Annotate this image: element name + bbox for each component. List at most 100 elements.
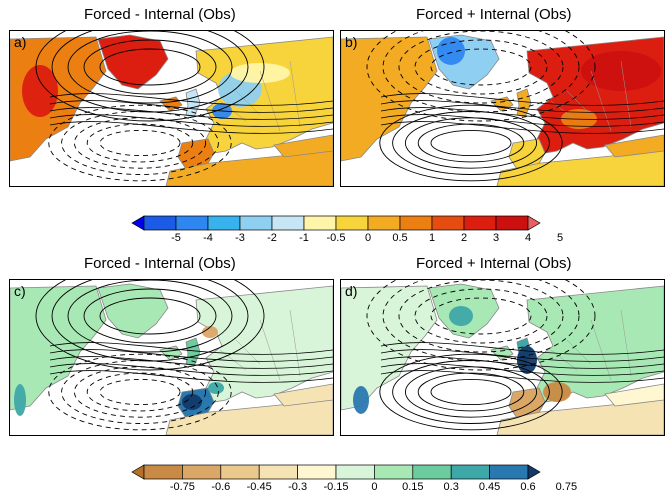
colorbar-precipitation-svg-box-3 xyxy=(220,464,260,480)
contour-jet-d-1 xyxy=(380,349,664,362)
contour-south-b-1 xyxy=(417,123,525,163)
colorbar-temperature-ticks-label: 2 xyxy=(460,232,468,244)
land-greenland-a xyxy=(97,34,169,90)
contour-south-d-4 xyxy=(379,353,563,431)
contour-jet-a-3 xyxy=(49,114,333,127)
land-layer-b xyxy=(341,34,664,186)
anomaly-patch-d-1 xyxy=(543,382,571,402)
colorbar-precipitation-ticks-label: 0.15 xyxy=(402,481,424,493)
panel-a-label: a) xyxy=(14,34,27,50)
borders-a xyxy=(219,60,301,132)
contour-jet-b-4 xyxy=(380,121,664,134)
contour-north-a-1 xyxy=(83,39,217,95)
colorbar-precipitation-svg-box-4 xyxy=(258,464,298,480)
contour-layer-d xyxy=(366,280,664,431)
land-mideast-c xyxy=(273,383,333,407)
contour-jet-c-0 xyxy=(49,342,333,355)
colorbar-precipitation-svg-box-8 xyxy=(412,464,452,480)
panel-c-title: Forced - Internal (Obs) xyxy=(84,255,236,272)
colorbar-precipitation-ticks-label: 0.6 xyxy=(520,481,536,493)
contour-jet-a-2 xyxy=(49,107,333,120)
colorbar-precipitation-ticks-label: -0.3 xyxy=(288,481,308,493)
panel-d-title: Forced + Internal (Obs) xyxy=(416,255,572,272)
contour-north-b-0 xyxy=(430,48,532,86)
contour-layer-a xyxy=(35,31,333,182)
contour-north-b-1 xyxy=(414,39,548,95)
contour-north-b-3 xyxy=(382,31,580,113)
colorbar-temperature-ticks-label: 4 xyxy=(524,232,532,244)
panel-d-label: d) xyxy=(345,283,358,299)
map-b-svg xyxy=(341,31,664,186)
colorbar-precipitation-ticks-label: 0.3 xyxy=(443,481,459,493)
contour-north-c-1 xyxy=(83,288,217,344)
contour-jet-b-3 xyxy=(380,114,664,127)
anomaly-patch-a-3 xyxy=(22,65,58,117)
colorbar-temperature-ticks-label: -1 xyxy=(299,232,309,244)
colorbar-precipitation-ticks-label: 0.45 xyxy=(478,481,501,493)
contour-north-d-2 xyxy=(398,280,564,353)
anomaly-patch-d-0 xyxy=(517,346,537,374)
land-mideast-d xyxy=(604,383,664,407)
contour-south-c-1 xyxy=(86,372,194,412)
contour-south-a-4 xyxy=(48,104,232,182)
colorbar-temperature-ticks-label: 3 xyxy=(492,232,500,244)
contour-south-c-4 xyxy=(48,353,232,431)
contour-jet-d-4 xyxy=(380,370,664,383)
contour-jet-d-0 xyxy=(380,342,664,355)
contour-north-c-0 xyxy=(99,297,201,335)
contour-north-d-1 xyxy=(414,288,548,344)
contour-north-d-0 xyxy=(430,297,532,335)
contour-north-b-4 xyxy=(366,31,596,122)
colorbar-precipitation-svg-box-7 xyxy=(374,464,414,480)
anomaly-patch-c-3 xyxy=(202,326,218,338)
contour-layer-c xyxy=(35,280,333,431)
contour-south-b-4 xyxy=(379,104,563,182)
colorbar-precipitation-svg-box-10 xyxy=(489,464,529,480)
map-panel-b: b) xyxy=(340,30,665,187)
colorbar-temperature-ticks-label: -4 xyxy=(203,232,213,244)
anomaly-patch-c-2 xyxy=(14,384,26,416)
contour-jet-c-4 xyxy=(49,370,333,383)
contour-north-a-0 xyxy=(99,48,201,86)
contour-south-a-0 xyxy=(99,129,181,157)
colorbar-precipitation-ticks-label: 0 xyxy=(371,481,378,493)
contour-layer-b xyxy=(366,31,664,182)
contour-south-a-1 xyxy=(86,123,194,163)
contour-jet-a-0 xyxy=(49,93,333,106)
land-mideast-a xyxy=(273,134,333,158)
anomaly-patch-d-3 xyxy=(353,386,369,414)
land-layer-d xyxy=(341,283,664,435)
contour-north-a-4 xyxy=(35,31,265,122)
colorbar-temperature-ticks-label: -5 xyxy=(171,232,181,244)
anomaly-patch-b-1 xyxy=(581,51,661,91)
contour-south-b-0 xyxy=(430,129,512,157)
map-a-svg xyxy=(10,31,333,186)
contour-jet-c-2 xyxy=(49,356,333,369)
contour-north-d-4 xyxy=(366,280,596,371)
colorbar-temperature-ticks-label: -0.5 xyxy=(326,232,346,244)
contour-south-a-3 xyxy=(61,111,219,175)
contour-jet-d-2 xyxy=(380,356,664,369)
contour-jet-c-1 xyxy=(49,349,333,362)
colorbar-temperature-ticks-label: 1 xyxy=(428,232,436,244)
colorbar-temperature-ticks-label: -2 xyxy=(267,232,277,244)
map-panel-a: a) xyxy=(9,30,334,187)
borders-c xyxy=(219,309,301,381)
colorbar-precipitation-svg-box-1 xyxy=(143,464,183,480)
contour-north-d-3 xyxy=(382,280,580,362)
contour-south-a-2 xyxy=(73,117,207,169)
land-greenland-c xyxy=(97,283,169,339)
contour-north-c-2 xyxy=(67,280,233,353)
colorbar-precipitation-ticks-label: 0.75 xyxy=(555,481,578,493)
colorbar-precipitation-svg-box-2 xyxy=(182,464,222,480)
colorbar-precipitation-ticks-label: -0.15 xyxy=(323,481,349,493)
panel-c-label: c) xyxy=(14,283,26,299)
contour-north-a-2 xyxy=(67,31,233,104)
contour-south-c-0 xyxy=(99,378,181,406)
colorbar-precipitation-svg-box-6 xyxy=(335,464,375,480)
anomaly-patch-b-0 xyxy=(437,37,465,65)
contour-jet-b-2 xyxy=(380,107,664,120)
contour-south-d-3 xyxy=(392,360,550,424)
